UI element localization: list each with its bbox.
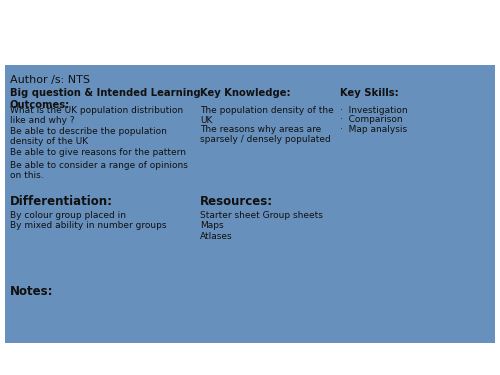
Text: Key Skills:: Key Skills:: [340, 88, 399, 98]
Text: Resources:: Resources:: [200, 195, 273, 208]
Text: Key Knowledge:: Key Knowledge:: [200, 88, 290, 98]
Text: By colour group placed in: By colour group placed in: [10, 211, 126, 220]
Text: ·  Comparison: · Comparison: [340, 116, 402, 124]
FancyBboxPatch shape: [5, 65, 495, 343]
Text: The reasons why areas are
sparsely / densely populated: The reasons why areas are sparsely / den…: [200, 125, 331, 144]
Text: Differentiation:: Differentiation:: [10, 195, 113, 208]
Text: Notes:: Notes:: [10, 285, 54, 298]
Text: Be able to give reasons for the pattern: Be able to give reasons for the pattern: [10, 148, 186, 157]
Text: Be able to describe the population
density of the UK: Be able to describe the population densi…: [10, 127, 167, 146]
Text: ·  Map analysis: · Map analysis: [340, 125, 407, 134]
Text: Starter sheet Group sheets: Starter sheet Group sheets: [200, 211, 323, 220]
Text: By mixed ability in number groups: By mixed ability in number groups: [10, 222, 166, 231]
Text: The population density of the
UK: The population density of the UK: [200, 106, 334, 125]
Text: ·  Investigation: · Investigation: [340, 106, 407, 115]
Text: Maps: Maps: [200, 222, 224, 231]
Text: Big question & Intended Learning
Outcomes:: Big question & Intended Learning Outcome…: [10, 88, 200, 110]
Text: Atlases: Atlases: [200, 232, 232, 241]
Text: Author /s: NTS: Author /s: NTS: [10, 75, 90, 85]
Text: What is the UK population distribution
like and why ?: What is the UK population distribution l…: [10, 106, 183, 125]
Text: Be able to consider a range of opinions
on this.: Be able to consider a range of opinions …: [10, 160, 188, 180]
